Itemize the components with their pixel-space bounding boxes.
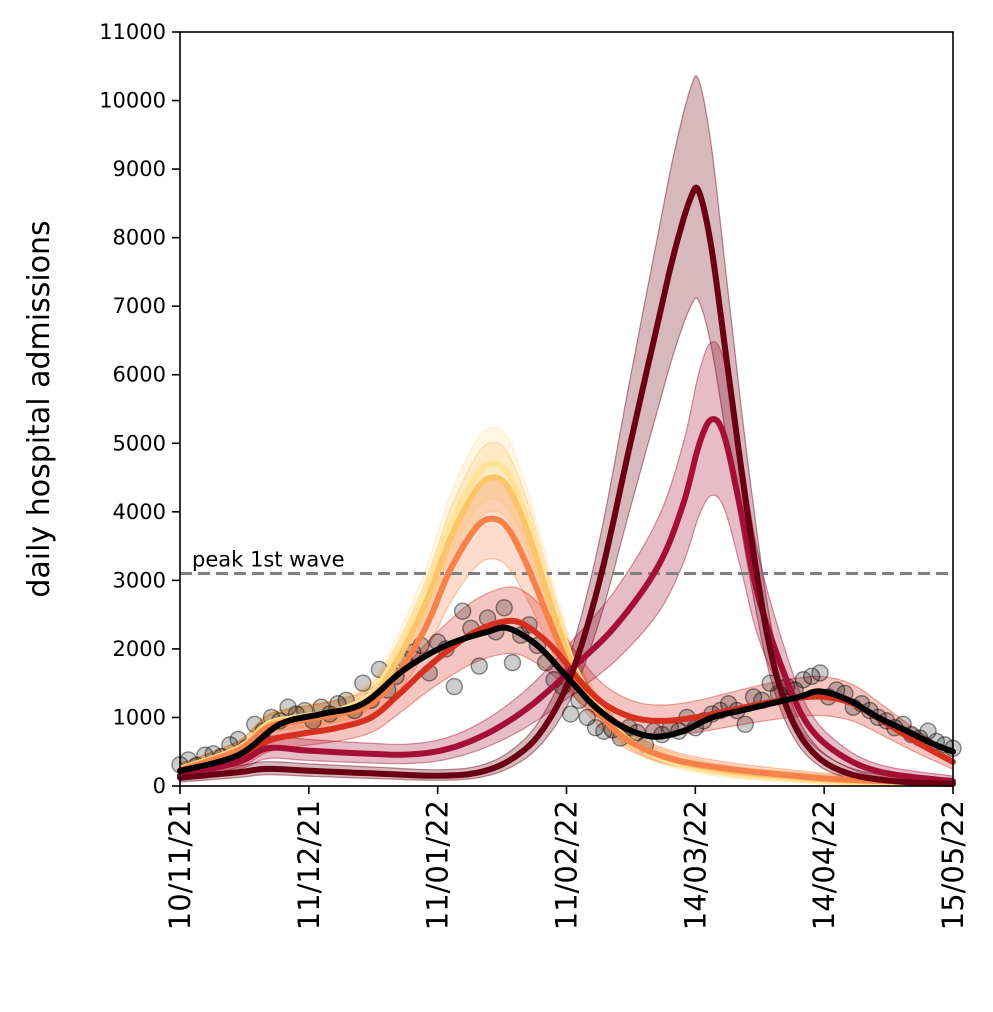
series-line [177, 617, 956, 778]
y-tick-label: 1000 [113, 705, 166, 729]
observed-point [453, 602, 472, 620]
x-tick-label: 11/02/22 [550, 800, 584, 930]
y-tick-label: 7000 [113, 294, 166, 318]
observed-point [495, 599, 513, 617]
x-tick-label: 11/12/21 [292, 800, 326, 930]
y-tick-label: 10000 [99, 89, 166, 113]
observed-point [354, 674, 372, 692]
observed-point [586, 719, 605, 737]
observed-point [794, 671, 813, 689]
series-line [177, 184, 956, 787]
observed-point [578, 708, 596, 727]
y-tick-label: 11000 [99, 20, 166, 44]
y-tick-label: 0 [153, 774, 166, 798]
series-line [177, 416, 956, 785]
y-tick-label: 8000 [113, 226, 166, 250]
y-tick-label: 3000 [113, 568, 166, 592]
observed-point [811, 664, 829, 682]
x-tick-label: 10/11/21 [163, 800, 197, 930]
observed-trend-line [177, 624, 956, 774]
x-tick-label: 15/05/22 [936, 800, 970, 930]
observed-point [736, 715, 754, 734]
observed-point [503, 653, 522, 672]
observed-point [470, 657, 488, 675]
observed-point [445, 677, 463, 696]
y-tick-label: 5000 [113, 431, 166, 455]
y-axis: 0 1000 2000 3000 4000 5000 6000 7000 8000 9000 100… [99, 20, 180, 798]
x-axis: 10/11/21 11/12/21 11/01/22 11/02/22 14/03/22… [163, 786, 970, 930]
x-tick-label: 14/03/22 [678, 800, 712, 930]
peak-first-wave-label: peak 1st wave [192, 548, 345, 572]
y-tick-label: 2000 [113, 637, 166, 661]
y-tick-label: 9000 [113, 157, 166, 181]
observed-point [561, 705, 580, 723]
reference-line-group: peak 1st wave [180, 548, 953, 576]
series-lines [177, 184, 956, 787]
x-tick-label: 11/01/22 [421, 800, 455, 930]
y-tick-label: 6000 [113, 363, 166, 387]
x-tick-label: 14/04/22 [807, 800, 841, 930]
y-tick-label: 4000 [113, 500, 166, 524]
y-axis-title: daily hospital admissions [22, 220, 57, 597]
observed-point [279, 698, 297, 716]
observed-point [802, 667, 821, 686]
